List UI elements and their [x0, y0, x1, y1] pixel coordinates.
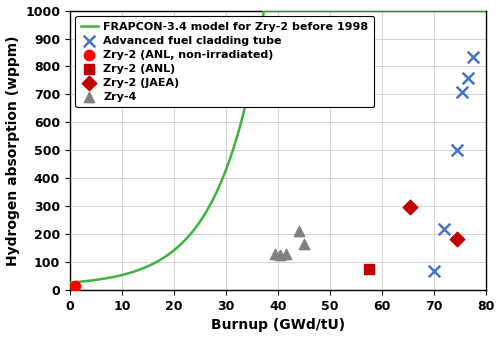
Advanced fuel cladding tube [464, 75, 471, 80]
FRAPCON-3.4 model for Zry-2 before 1998 [392, 8, 398, 13]
X-axis label: Burnup (GWd/tU): Burnup (GWd/tU) [210, 318, 345, 333]
Advanced fuel cladding tube [469, 54, 477, 59]
Zry-4 [271, 251, 279, 257]
Zry-4 [276, 252, 284, 258]
FRAPCON-3.4 model for Zry-2 before 1998 [262, 8, 268, 13]
FRAPCON-3.4 model for Zry-2 before 1998 [399, 8, 405, 13]
Advanced fuel cladding tube [458, 89, 466, 94]
Zry-2 (JAEA) [453, 237, 461, 242]
Advanced fuel cladding tube [430, 268, 438, 273]
FRAPCON-3.4 model for Zry-2 before 1998 [235, 131, 241, 135]
FRAPCON-3.4 model for Zry-2 before 1998 [353, 8, 359, 13]
FRAPCON-3.4 model for Zry-2 before 1998 [67, 281, 73, 285]
Zry-2 (JAEA) [406, 204, 414, 210]
Legend: FRAPCON-3.4 model for Zry-2 before 1998, Advanced fuel cladding tube, Zry-2 (ANL: FRAPCON-3.4 model for Zry-2 before 1998,… [76, 16, 374, 107]
Advanced fuel cladding tube [440, 226, 448, 231]
Zry-4 [294, 229, 302, 234]
Zry-2 (ANL, non-irradiated) [71, 283, 79, 289]
FRAPCON-3.4 model for Zry-2 before 1998 [250, 69, 256, 73]
FRAPCON-3.4 model for Zry-2 before 1998 [110, 275, 116, 279]
Advanced fuel cladding tube [453, 148, 461, 153]
Zry-4 [300, 241, 308, 247]
Zry-4 [282, 252, 290, 257]
Zry-2 (ANL) [365, 266, 373, 272]
Y-axis label: Hydrogen absorption (wppm): Hydrogen absorption (wppm) [6, 35, 20, 266]
FRAPCON-3.4 model for Zry-2 before 1998 [483, 8, 489, 13]
Line: FRAPCON-3.4 model for Zry-2 before 1998: FRAPCON-3.4 model for Zry-2 before 1998 [70, 10, 486, 283]
